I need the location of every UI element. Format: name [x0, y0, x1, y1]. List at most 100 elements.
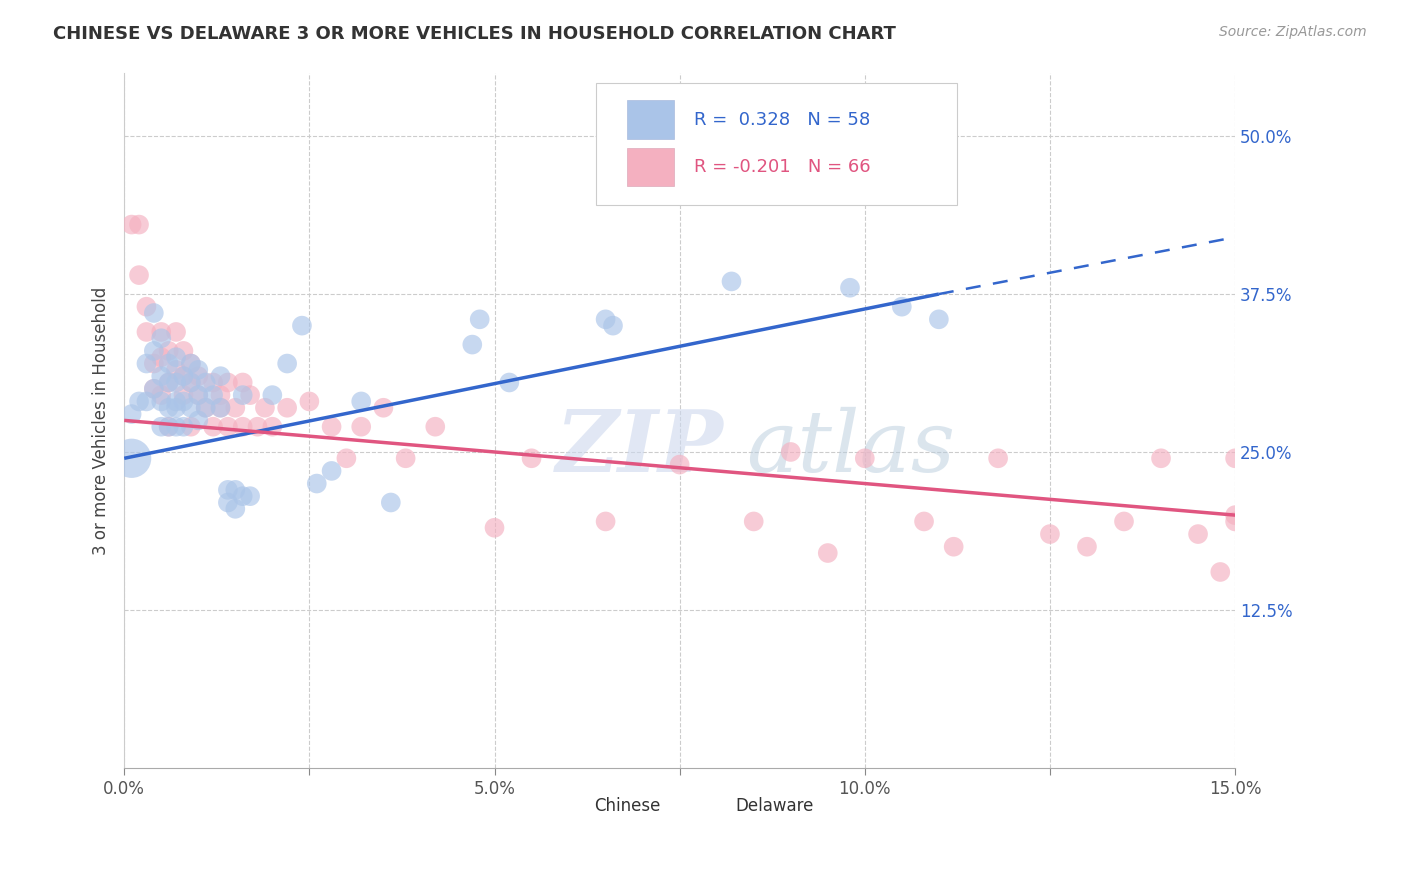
- Point: [291, 318, 314, 333]
- Point: [142, 343, 165, 358]
- Text: ZIP: ZIP: [557, 407, 724, 490]
- Point: [224, 501, 246, 516]
- Point: [217, 483, 239, 497]
- Point: [817, 546, 839, 560]
- Point: [180, 376, 202, 390]
- Point: [395, 451, 418, 466]
- Point: [350, 394, 373, 409]
- Point: [128, 268, 150, 282]
- Point: [498, 376, 520, 390]
- Point: [321, 464, 343, 478]
- Point: [135, 325, 157, 339]
- Point: [157, 401, 180, 415]
- Bar: [685, 790, 718, 822]
- Point: [276, 401, 298, 415]
- Point: [262, 419, 284, 434]
- Point: [194, 376, 217, 390]
- Point: [461, 337, 484, 351]
- Point: [187, 388, 209, 402]
- Point: [150, 394, 173, 409]
- Point: [276, 357, 298, 371]
- Point: [180, 419, 202, 434]
- Point: [150, 369, 173, 384]
- Point: [890, 300, 912, 314]
- Point: [165, 325, 187, 339]
- Point: [232, 489, 254, 503]
- Point: [262, 388, 284, 402]
- Point: [1112, 515, 1135, 529]
- Point: [165, 376, 187, 390]
- Point: [135, 357, 157, 371]
- Point: [150, 331, 173, 345]
- Point: [165, 394, 187, 409]
- Point: [425, 419, 447, 434]
- Point: [180, 357, 202, 371]
- Point: [928, 312, 950, 326]
- Point: [194, 401, 217, 415]
- Point: [165, 401, 187, 415]
- Point: [142, 306, 165, 320]
- Point: [1150, 451, 1173, 466]
- Point: [942, 540, 965, 554]
- Point: [224, 483, 246, 497]
- Y-axis label: 3 or more Vehicles in Household: 3 or more Vehicles in Household: [93, 286, 110, 555]
- Point: [142, 382, 165, 396]
- Point: [157, 419, 180, 434]
- Point: [187, 369, 209, 384]
- Point: [180, 401, 202, 415]
- Point: [595, 515, 617, 529]
- Point: [1076, 540, 1098, 554]
- Point: [742, 515, 765, 529]
- Point: [157, 376, 180, 390]
- Point: [128, 218, 150, 232]
- Point: [779, 445, 801, 459]
- Point: [142, 357, 165, 371]
- Point: [373, 401, 395, 415]
- Point: [165, 363, 187, 377]
- Point: [839, 281, 862, 295]
- Point: [595, 312, 617, 326]
- Point: [157, 419, 180, 434]
- Text: Source: ZipAtlas.com: Source: ZipAtlas.com: [1219, 25, 1367, 39]
- Point: [602, 318, 624, 333]
- Point: [150, 350, 173, 364]
- Point: [209, 401, 232, 415]
- Point: [187, 388, 209, 402]
- Point: [1039, 527, 1062, 541]
- Point: [468, 312, 491, 326]
- Point: [121, 451, 143, 466]
- Point: [224, 401, 246, 415]
- Point: [165, 419, 187, 434]
- Point: [172, 388, 194, 402]
- Point: [142, 382, 165, 396]
- Point: [484, 521, 506, 535]
- Point: [1223, 451, 1246, 466]
- Point: [157, 376, 180, 390]
- Point: [209, 369, 232, 384]
- Point: [209, 388, 232, 402]
- Point: [232, 419, 254, 434]
- Point: [128, 394, 150, 409]
- Point: [335, 451, 357, 466]
- Text: Delaware: Delaware: [735, 797, 814, 815]
- Point: [380, 495, 402, 509]
- Bar: [627, 101, 673, 138]
- Point: [135, 394, 157, 409]
- Point: [239, 388, 262, 402]
- Point: [194, 401, 217, 415]
- Point: [180, 357, 202, 371]
- Text: R =  0.328   N = 58: R = 0.328 N = 58: [695, 111, 870, 128]
- Point: [135, 300, 157, 314]
- Point: [1209, 565, 1232, 579]
- Point: [305, 476, 328, 491]
- Point: [202, 419, 225, 434]
- Point: [350, 419, 373, 434]
- Point: [150, 419, 173, 434]
- Point: [172, 419, 194, 434]
- Point: [232, 388, 254, 402]
- Point: [202, 376, 225, 390]
- Point: [187, 413, 209, 427]
- Point: [209, 401, 232, 415]
- Point: [1187, 527, 1209, 541]
- Point: [298, 394, 321, 409]
